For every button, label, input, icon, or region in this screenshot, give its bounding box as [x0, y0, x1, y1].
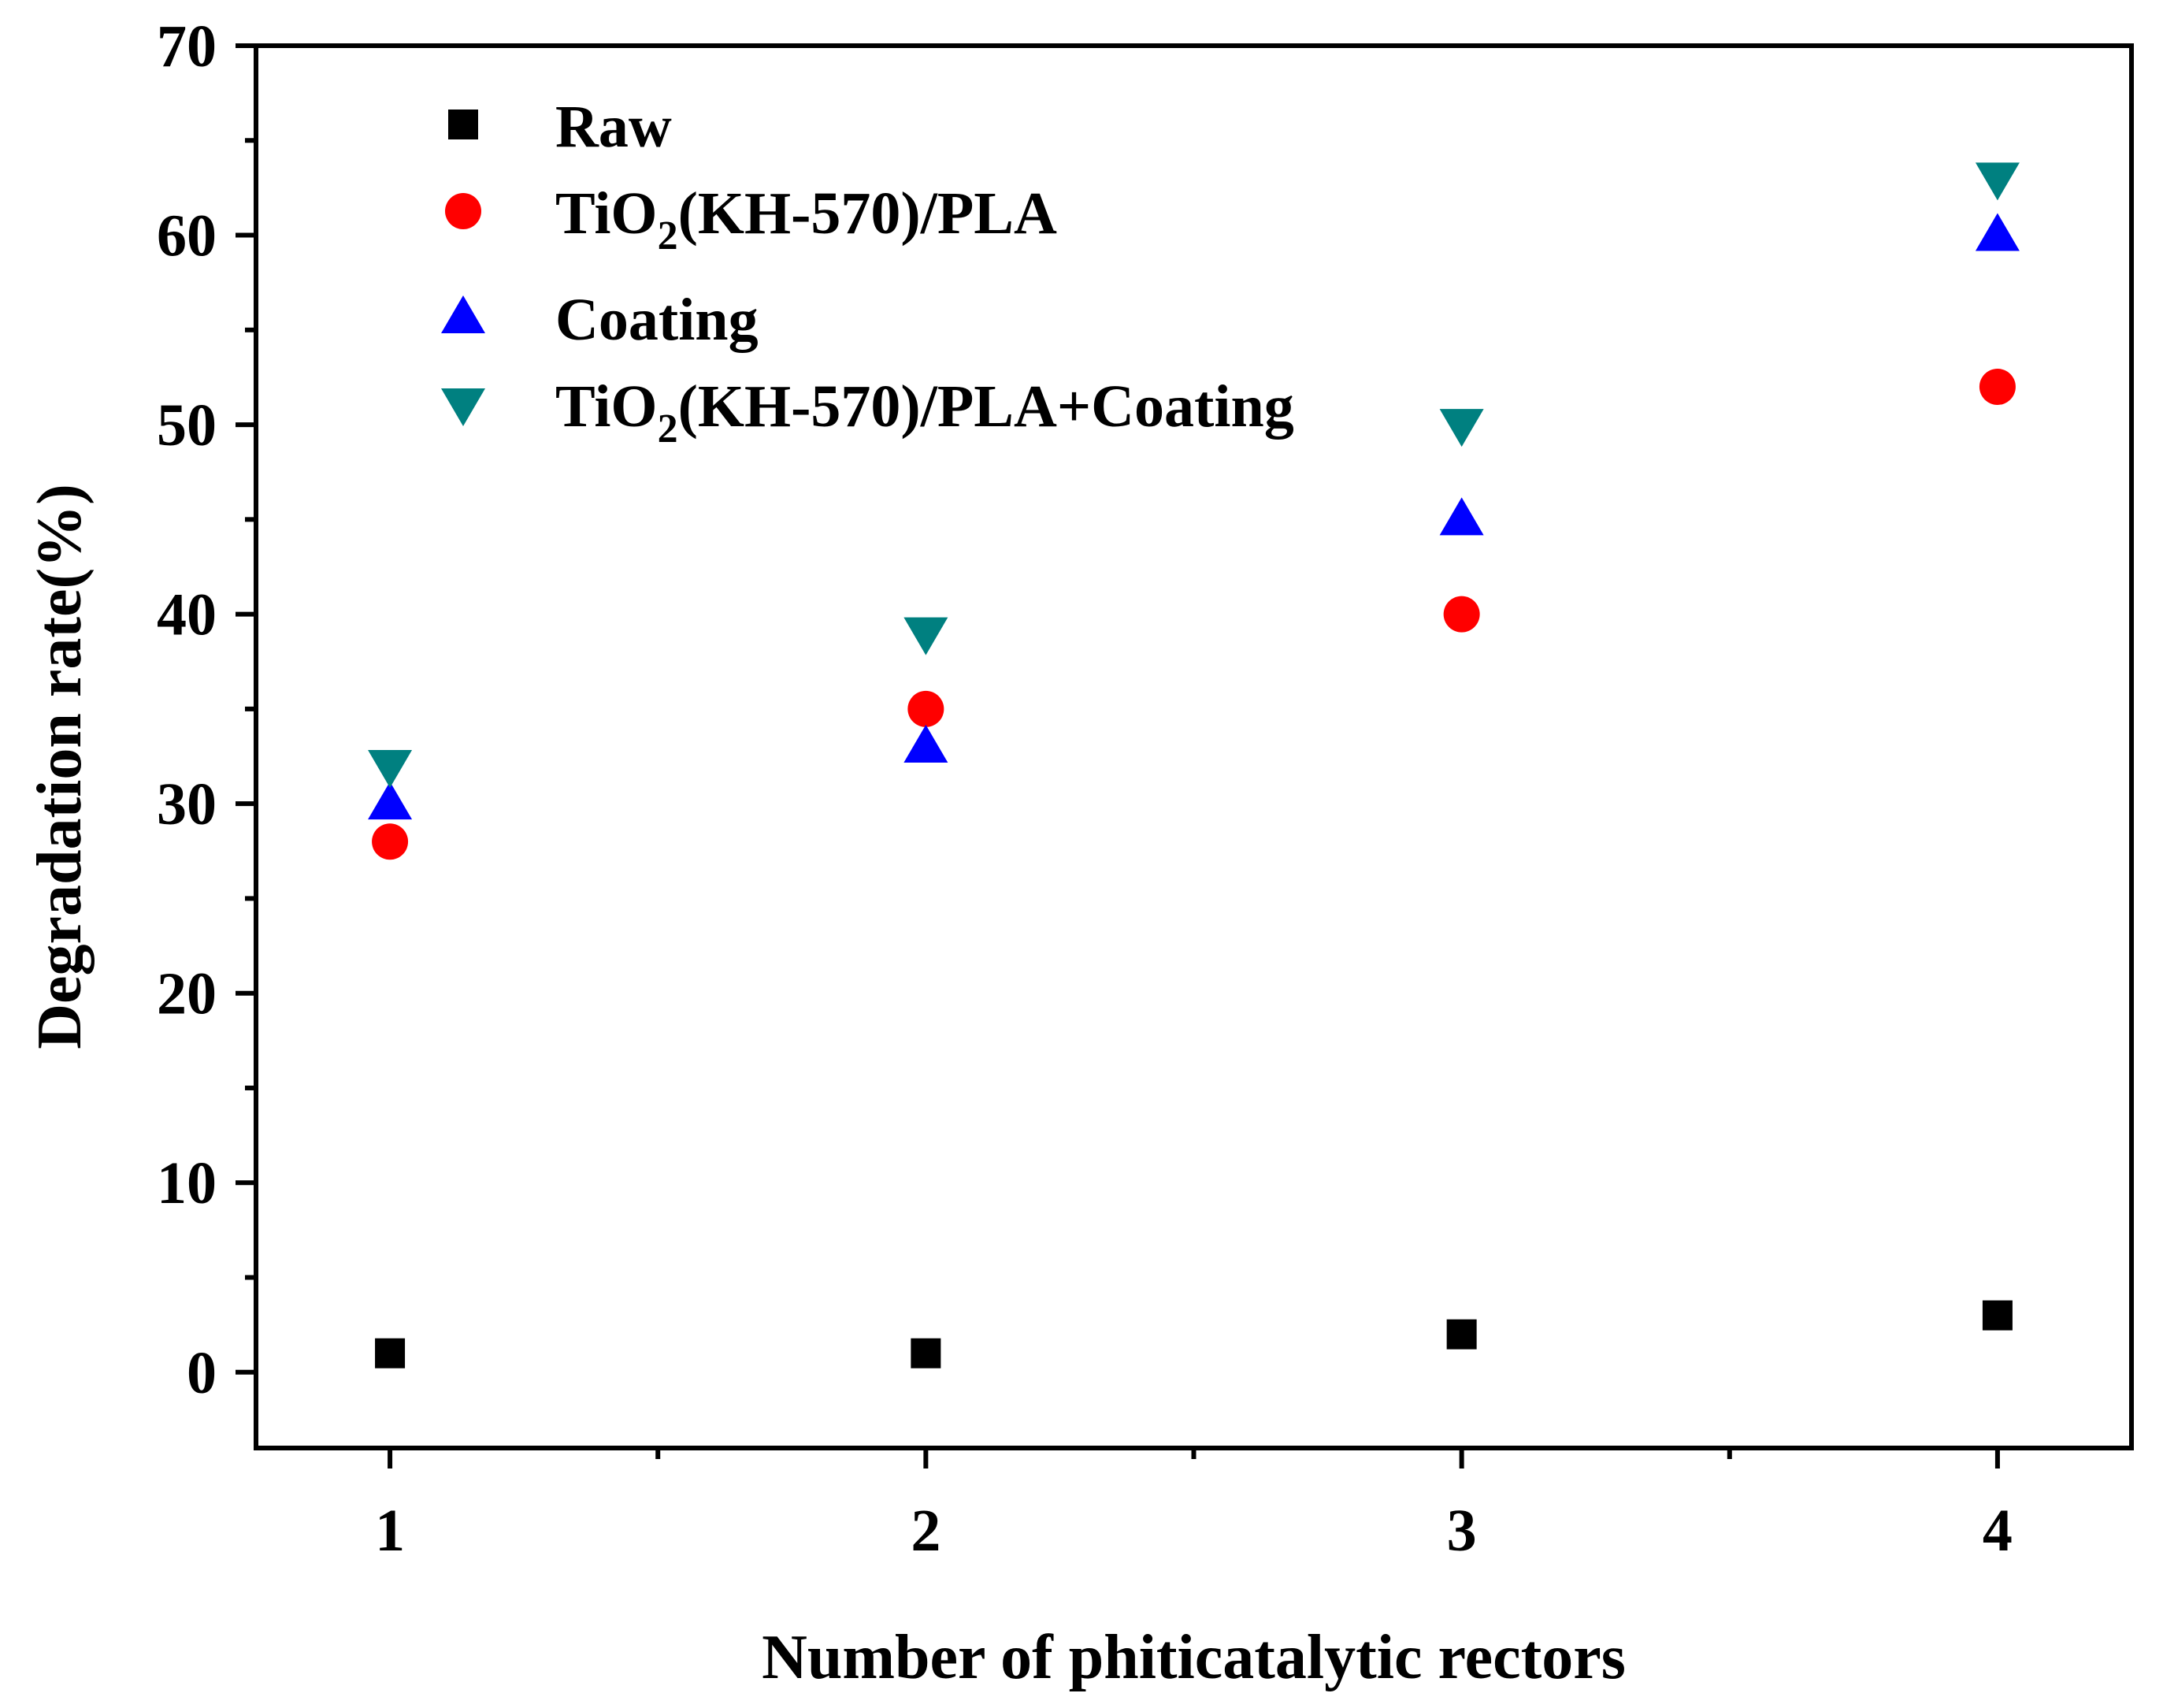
data-point	[368, 750, 413, 789]
x-axis-title: Number of phiticatalytic rectors	[762, 1623, 1626, 1692]
data-point	[1982, 1300, 2013, 1331]
legend-entry-label: TiO2(KH-570)/PLA+Coating	[555, 373, 1294, 451]
plot-frame	[254, 43, 2134, 1450]
y-tick-label: 0	[187, 1340, 217, 1406]
data-point	[903, 725, 948, 763]
data-point	[903, 617, 948, 655]
x-tick-label: 1	[375, 1498, 405, 1564]
y-tick-label: 70	[157, 13, 217, 80]
y-tick-label: 30	[157, 771, 217, 837]
data-point	[911, 1338, 941, 1368]
legend-marker	[441, 295, 485, 333]
data-point	[907, 690, 944, 727]
x-tick-label: 2	[911, 1498, 941, 1564]
y-tick-label: 20	[157, 961, 217, 1027]
y-tick-label: 40	[157, 582, 217, 648]
y-tick-label: 60	[157, 203, 217, 269]
y-axis-title: Degradation rate(%)	[25, 484, 95, 1049]
legend-entry-label: TiO2(KH-570)/PLA	[555, 180, 1057, 258]
data-point	[1443, 596, 1480, 633]
legend-entry-label: Coating	[555, 287, 759, 353]
y-tick-label: 50	[157, 392, 217, 459]
legend-marker	[448, 110, 478, 139]
data-point	[1446, 1319, 1477, 1350]
data-point	[1975, 213, 2020, 251]
x-tick-label: 4	[1983, 1498, 2013, 1564]
y-tick-label: 10	[157, 1150, 217, 1216]
x-tick-label: 3	[1447, 1498, 1477, 1564]
data-point	[372, 823, 409, 860]
data-point	[368, 782, 413, 820]
legend-entry-label: Raw	[555, 94, 672, 160]
data-point	[1975, 162, 2020, 201]
data-point	[1439, 497, 1484, 536]
data-point	[1439, 409, 1484, 447]
legend-marker	[445, 193, 481, 229]
legend-marker	[441, 388, 485, 426]
data-point	[1979, 368, 2016, 405]
data-point	[375, 1338, 406, 1368]
